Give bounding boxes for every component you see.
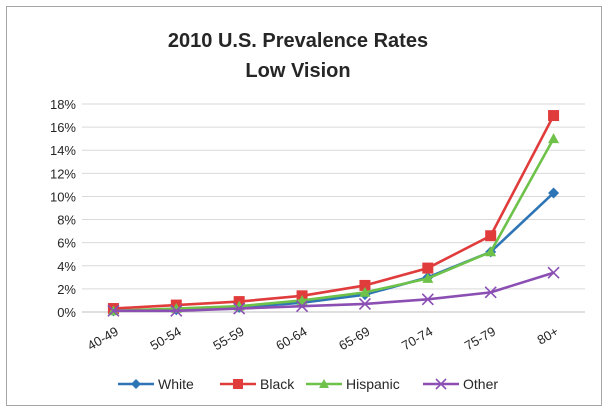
chart-title: 2010 U.S. Prevalence Rates [168,30,428,52]
y-tick-label: 14% [50,143,76,158]
y-tick-label: 2% [57,282,76,297]
chart-subtitle: Low Vision [245,60,350,82]
y-tick-label: 12% [50,166,76,181]
legend-marker-black [233,379,243,389]
y-tick-label: 8% [57,213,76,228]
x-tick-label: 60-64 [273,324,309,354]
legend-label: Black [260,376,295,392]
legend-marker-other [435,378,447,390]
data-point-black [422,262,434,274]
data-point-hispanic [548,133,560,144]
chart-frame [6,6,602,406]
legend-item-black: Black [220,376,295,392]
data-point-other [233,302,246,315]
data-point-hispanic [485,246,497,257]
data-point-other [295,300,309,313]
data-point-other [107,304,120,317]
y-tick-label: 16% [50,120,76,135]
y-tick-label: 10% [50,189,76,204]
series-line-hispanic [113,138,555,313]
y-tick-label: 0% [57,305,76,320]
legend-item-white: White [118,376,194,392]
data-point-other [170,304,183,317]
y-tick-label: 4% [57,259,76,274]
legend-item-hispanic: Hispanic [306,376,400,392]
data-point-hispanic [359,286,371,297]
series-black [107,110,560,315]
series-line-other [113,271,554,313]
y-axis-ticks: 0% 2% 4% 6% 8% 10% 12% 14% 16% 18% [50,97,76,320]
legend-label: Other [463,376,498,392]
x-tick-label: 70-74 [399,324,435,354]
legend-marker-white [131,379,141,389]
y-tick-label: 18% [50,97,76,112]
data-point-other [358,297,372,310]
gridlines [82,103,585,313]
series-other [107,266,560,317]
x-tick-label: 80+ [534,324,561,348]
series-line-black [113,114,555,310]
y-tick-label: 6% [57,236,76,251]
x-tick-label: 55-59 [210,324,246,354]
data-point-black [485,230,497,242]
legend-item-other: Other [423,376,498,392]
legend: White Black Hispanic Other [118,376,498,392]
data-point-black [359,279,371,291]
x-axis-ticks: 40-49 50-54 55-59 60-64 65-69 70-74 75-79 80+ [85,324,561,354]
x-tick-label: 40-49 [85,324,121,354]
legend-marker-hispanic [319,379,329,388]
x-tick-label: 75-79 [462,324,498,354]
series-hispanic [107,133,560,316]
data-point-black [548,110,560,122]
data-point-other [547,266,560,279]
legend-label: Hispanic [346,376,400,392]
data-point-white [548,187,560,199]
data-point-other [421,293,434,306]
data-point-other [484,286,497,299]
legend-label: White [158,376,194,392]
data-point-hispanic [422,272,434,283]
x-tick-label: 50-54 [148,324,184,354]
x-tick-label: 65-69 [336,324,372,354]
series-group [107,110,560,317]
